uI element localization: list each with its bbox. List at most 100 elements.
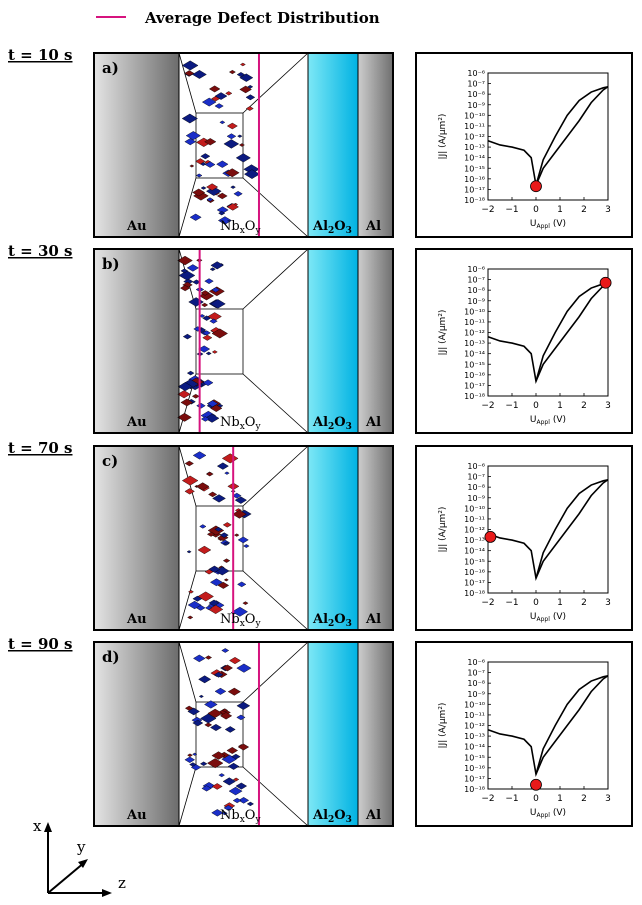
defect-marker xyxy=(199,761,208,767)
defect-marker xyxy=(191,393,200,399)
y-tick-label: 10⁻¹⁶ xyxy=(464,568,485,577)
legend-label: Average Defect Distribution xyxy=(144,9,380,27)
x-axis-title: UAppl (V) xyxy=(530,808,566,819)
layer-label-part: 2 xyxy=(328,815,334,825)
layer-label-part: x xyxy=(240,422,245,432)
defect-marker xyxy=(219,120,226,125)
y-tick-label: 10⁻⁶ xyxy=(467,265,485,274)
defect-marker xyxy=(230,185,236,189)
x-axis-title: UAppl (V) xyxy=(530,612,566,623)
iv-chart: −2 −1 0 1 2 310⁻⁶10⁻⁷10⁻⁸10⁻⁹10⁻¹⁰10⁻¹¹10⁻¹²1… xyxy=(415,445,633,631)
defect-marker xyxy=(180,398,194,407)
row-4: t = 90 sd)Au NbxOy Al2O3 Al−2 −1 0 1 2 310⁻⁶10⁻⁷… xyxy=(8,635,633,827)
defect-marker xyxy=(193,654,206,663)
layer-label-part: Al xyxy=(312,808,328,823)
layer-label-part: O xyxy=(245,219,256,234)
time-label: t = 70 s xyxy=(8,439,72,457)
defect-marker xyxy=(226,133,237,140)
defect-marker xyxy=(216,192,228,200)
defect-marker xyxy=(208,599,220,607)
defect-marker xyxy=(233,777,240,782)
defect-marker xyxy=(211,809,224,817)
y-tick-label: 10⁻¹⁸ xyxy=(464,392,485,401)
legend: Average Defect Distribution xyxy=(96,9,380,27)
al2o3-layer xyxy=(308,642,358,826)
defect-marker xyxy=(204,413,220,423)
defect-marker xyxy=(222,522,232,528)
defect-marker xyxy=(198,675,212,684)
nbo-layer xyxy=(179,642,308,826)
defect-marker xyxy=(184,488,195,495)
defect-marker xyxy=(217,534,229,542)
layer-label-al2o3: Al2O3 xyxy=(312,219,352,236)
time-label: t = 90 s xyxy=(8,635,72,653)
iv-curve-1 xyxy=(487,282,609,384)
al-electrode xyxy=(358,53,393,237)
layer-label-al: Al xyxy=(365,219,381,234)
x-tick-label: −1 xyxy=(505,401,518,411)
defect-marker xyxy=(236,714,246,721)
defect-marker xyxy=(236,72,246,78)
chart-frame xyxy=(415,52,633,238)
defect-marker xyxy=(200,713,217,724)
defect-marker xyxy=(227,687,241,696)
x-tick-label: 2 xyxy=(581,205,587,215)
defect-marker xyxy=(204,161,216,168)
iv-curve-1 xyxy=(487,675,609,777)
defect-marker xyxy=(209,318,218,324)
defect-marker xyxy=(214,526,223,532)
defect-marker xyxy=(205,351,212,356)
time-label: t = 10 s xyxy=(8,46,72,64)
al-electrode xyxy=(358,249,393,433)
defect-marker xyxy=(192,752,198,756)
y-tick-label: 10⁻¹⁴ xyxy=(464,350,485,359)
defect-marker xyxy=(181,475,199,486)
defect-marker xyxy=(240,62,246,67)
x-axis-arrowhead xyxy=(44,822,52,832)
x-tick-label: −2 xyxy=(481,401,494,411)
defect-marker xyxy=(198,694,204,698)
layer-label-au: Au xyxy=(126,219,147,234)
iv-curve-2 xyxy=(535,674,609,775)
y-tick-label: 10⁻¹⁵ xyxy=(464,164,485,173)
defect-marker xyxy=(223,139,240,149)
defect-marker xyxy=(211,96,220,102)
defect-marker xyxy=(204,655,213,660)
x-axis-title: UAppl (V) xyxy=(530,219,566,230)
y-tick-label: 10⁻¹⁰ xyxy=(464,504,485,513)
defect-cluster xyxy=(184,648,254,817)
defect-marker xyxy=(216,160,229,168)
defect-marker xyxy=(247,85,254,89)
al-electrode xyxy=(358,446,393,630)
y-tick-label: 10⁻¹⁰ xyxy=(464,111,485,120)
panel-label: a) xyxy=(102,59,119,77)
z-axis-arrowhead xyxy=(102,889,112,897)
defect-marker xyxy=(177,390,191,399)
defect-marker xyxy=(180,268,189,274)
defect-marker xyxy=(225,91,233,96)
defect-marker xyxy=(237,743,250,751)
layer-label-part: Al xyxy=(312,219,328,234)
layer-label-part: O xyxy=(334,415,345,430)
defect-marker xyxy=(219,712,233,720)
y-tick-label: 10⁻¹⁴ xyxy=(464,154,485,163)
defect-marker xyxy=(188,590,194,594)
device-frame xyxy=(93,445,394,631)
x-tick-label: −1 xyxy=(505,598,518,608)
defect-marker xyxy=(192,188,206,197)
y-tick-label: 10⁻¹⁴ xyxy=(464,743,485,752)
defect-marker xyxy=(235,782,248,790)
defect-marker xyxy=(196,482,210,491)
defect-marker xyxy=(205,471,214,477)
defect-marker xyxy=(229,657,241,665)
device-frame xyxy=(93,248,394,434)
layer-label-part: 3 xyxy=(346,619,352,629)
layer-label-part: y xyxy=(254,226,261,236)
x-tick-label: 0 xyxy=(533,205,539,215)
defect-marker xyxy=(184,460,194,467)
y-tick-label: 10⁻¹² xyxy=(464,133,485,142)
defect-marker xyxy=(200,153,211,160)
defect-marker xyxy=(216,462,229,470)
defect-marker xyxy=(245,94,256,101)
y-tick-label: 10⁻¹¹ xyxy=(464,711,485,720)
